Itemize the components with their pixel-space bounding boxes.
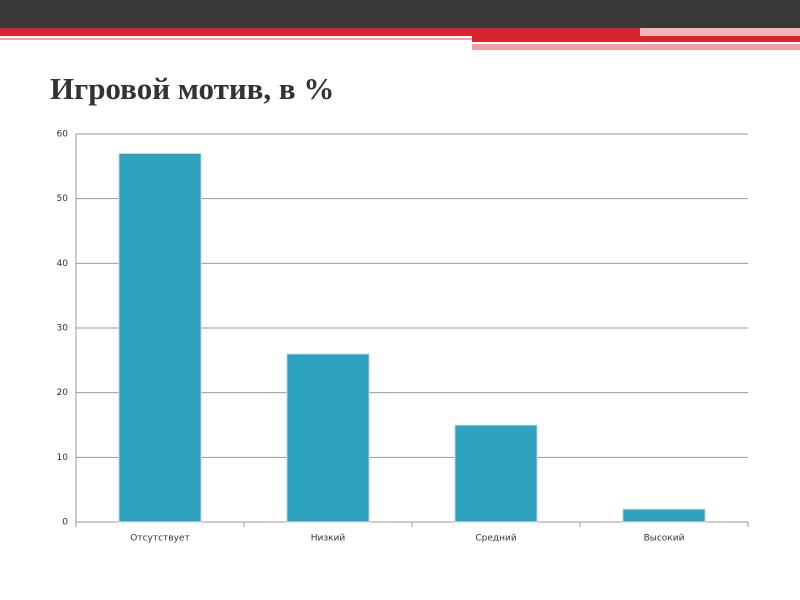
y-tick-label: 30 xyxy=(57,324,69,334)
x-tick-label: Высокий xyxy=(644,534,685,544)
y-tick-label: 0 xyxy=(62,518,68,528)
y-tick-label: 10 xyxy=(57,453,69,463)
header-decoration xyxy=(0,0,800,50)
x-tick-label: Низкий xyxy=(311,534,346,544)
chart-title: Игровой мотив, в % xyxy=(50,71,334,106)
y-tick-label: 40 xyxy=(57,259,69,269)
y-tick-label: 60 xyxy=(57,130,69,140)
x-tick-label: Отсутствует xyxy=(130,534,189,544)
bar xyxy=(622,508,706,523)
x-tick-label: Средний xyxy=(475,534,516,544)
y-tick-label: 20 xyxy=(57,388,69,398)
bar xyxy=(118,152,202,523)
bar xyxy=(286,353,370,523)
bar xyxy=(454,424,538,523)
y-tick-label: 50 xyxy=(57,194,69,204)
